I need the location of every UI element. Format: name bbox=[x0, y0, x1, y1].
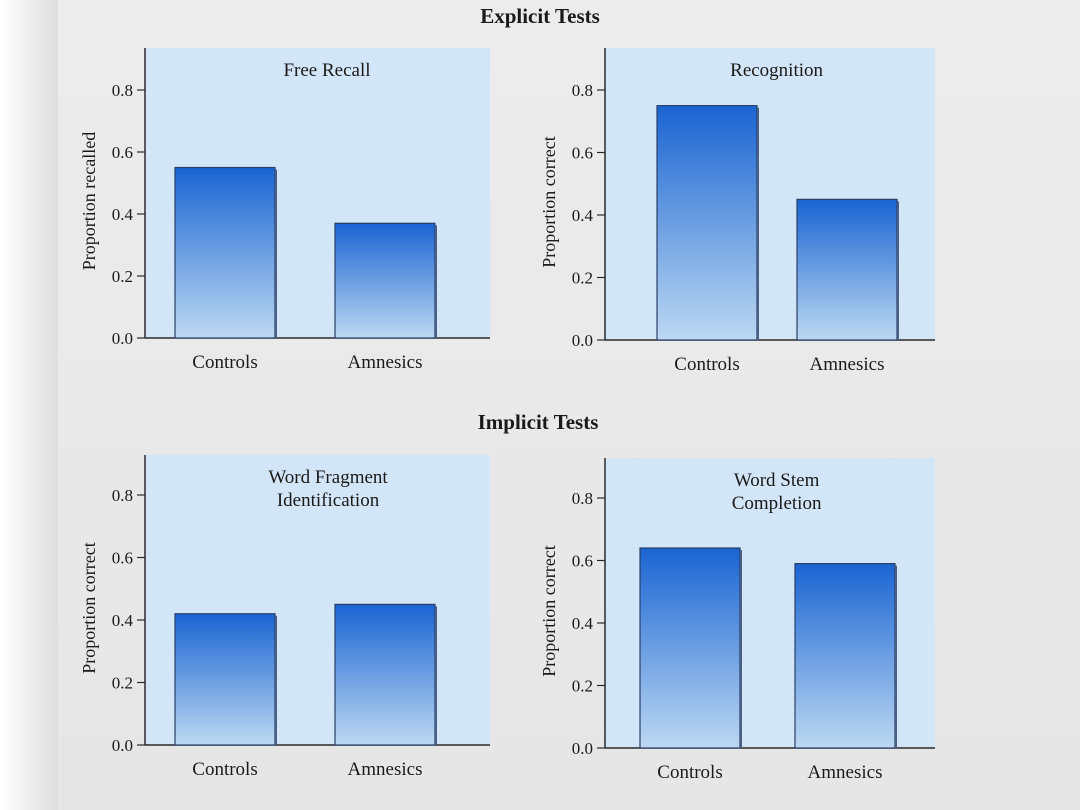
y-tick-label: 0.4 bbox=[572, 206, 594, 225]
x-category-label: Amnesics bbox=[808, 762, 883, 783]
y-tick-label: 0.4 bbox=[112, 205, 134, 224]
y-tick-label: 0.6 bbox=[572, 552, 593, 571]
y-tick-label: 0.6 bbox=[572, 144, 593, 163]
y-tick-label: 0.4 bbox=[112, 611, 134, 630]
implicit-tests-title: Implicit Tests bbox=[477, 410, 599, 434]
bar-edge bbox=[740, 550, 742, 748]
y-tick-label: 0.8 bbox=[112, 486, 133, 505]
y-tick-label: 0.2 bbox=[572, 677, 593, 696]
bar-amnesics bbox=[796, 198, 898, 341]
page-edge-shadow bbox=[0, 0, 58, 810]
y-tick-label: 0.8 bbox=[112, 81, 133, 100]
y-axis-label: Proportion correct bbox=[79, 542, 99, 673]
y-tick-label: 0.0 bbox=[572, 739, 593, 758]
y-axis-label: Proportion correct bbox=[539, 136, 559, 267]
bar-edge bbox=[275, 169, 277, 338]
y-tick-label: 0.8 bbox=[572, 489, 593, 508]
bar-amnesics bbox=[334, 603, 436, 746]
y-tick-label: 0.2 bbox=[112, 674, 133, 693]
y-tick-label: 0.6 bbox=[112, 143, 133, 162]
bar-edge bbox=[897, 201, 899, 340]
bar-edge bbox=[435, 225, 437, 338]
chart-title: Identification bbox=[277, 490, 380, 511]
chart-title: Word Stem bbox=[734, 470, 820, 491]
y-axis-label: Proportion correct bbox=[539, 545, 559, 676]
x-category-label: Amnesics bbox=[348, 759, 423, 780]
y-tick-label: 0.2 bbox=[572, 269, 593, 288]
bar-edge bbox=[757, 107, 759, 340]
free-recall-chart: 0.0 0.2 0.4 0.6 0.8 Proportion recalled Free R… bbox=[79, 48, 490, 373]
y-tick-label: 0.0 bbox=[572, 331, 593, 350]
bar-edge bbox=[275, 615, 277, 745]
bar-amnesics bbox=[794, 563, 896, 749]
y-tick-label: 0.0 bbox=[112, 736, 133, 755]
x-category-label: Controls bbox=[674, 354, 739, 375]
x-category-label: Controls bbox=[192, 759, 257, 780]
chart-title: Word Fragment bbox=[268, 467, 388, 488]
bar-controls bbox=[639, 547, 741, 749]
bar-controls bbox=[656, 105, 758, 341]
chart-title: Free Recall bbox=[283, 60, 370, 81]
y-tick-label: 0.4 bbox=[572, 614, 594, 633]
bar-amnesics bbox=[334, 222, 436, 339]
chart-title: Recognition bbox=[730, 60, 823, 81]
y-axis-label: Proportion recalled bbox=[79, 132, 99, 270]
bar-edge bbox=[895, 565, 897, 748]
x-category-label: Amnesics bbox=[348, 352, 423, 373]
y-tick-label: 0.6 bbox=[112, 549, 133, 568]
word-stem-chart: 0.0 0.2 0.4 0.6 0.8 Proportion correct Word St… bbox=[539, 458, 935, 783]
bar-edge bbox=[435, 606, 437, 745]
y-tick-label: 0.8 bbox=[572, 81, 593, 100]
explicit-tests-title: Explicit Tests bbox=[480, 4, 600, 28]
chart-title: Completion bbox=[732, 493, 822, 514]
word-fragment-chart: 0.0 0.2 0.4 0.6 0.8 Proportion correct Word Fr… bbox=[79, 455, 490, 780]
bar-controls bbox=[174, 613, 276, 746]
recognition-chart: 0.0 0.2 0.4 0.6 0.8 Proportion correct Recogni… bbox=[539, 48, 935, 375]
x-category-label: Controls bbox=[192, 352, 257, 373]
y-tick-label: 0.0 bbox=[112, 329, 133, 348]
x-category-label: Amnesics bbox=[810, 354, 885, 375]
bar-controls bbox=[174, 166, 276, 339]
y-tick-label: 0.2 bbox=[112, 267, 133, 286]
x-category-label: Controls bbox=[657, 762, 722, 783]
